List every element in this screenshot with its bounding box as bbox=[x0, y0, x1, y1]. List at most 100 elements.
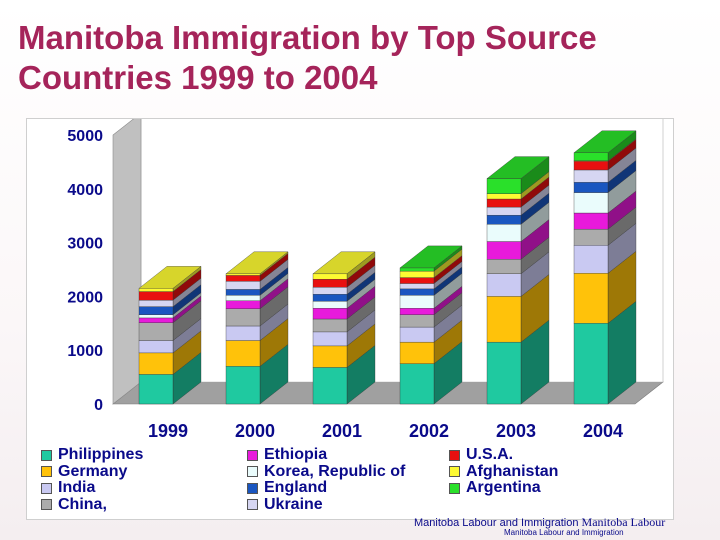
legend-item: U.S.A. bbox=[449, 446, 513, 463]
legend-label: Ethiopia bbox=[264, 446, 328, 463]
bar-top-2000 bbox=[225, 251, 289, 274]
legend-swatch bbox=[449, 466, 460, 477]
bar-segment-2001-Germany bbox=[312, 345, 348, 368]
bar-top-1999 bbox=[138, 266, 202, 289]
bar-stack-2001 bbox=[312, 251, 376, 405]
bar-segment-1999-Philippines bbox=[138, 374, 174, 405]
legend-label: Germany bbox=[58, 462, 128, 480]
x-tick-label: 2001 bbox=[322, 421, 362, 441]
slide-title: Manitoba Immigration by Top Source Count… bbox=[18, 19, 597, 96]
legend-swatch bbox=[247, 482, 258, 494]
bar-segment-1999-Ethiopia bbox=[138, 317, 174, 323]
y-tick-label: 1000 bbox=[67, 343, 103, 360]
bar-segment-2003-Argentina bbox=[486, 178, 522, 194]
bar-segment-2000-Ethiopia bbox=[225, 300, 261, 309]
bar-segment-2001-China, bbox=[312, 318, 348, 333]
bar-segment-2001-India bbox=[312, 331, 348, 347]
y-tick-label: 3000 bbox=[67, 236, 103, 253]
bar-stack-2003 bbox=[486, 156, 550, 405]
bar-segment-2000-England bbox=[225, 289, 261, 296]
bar-segment-2003-China, bbox=[486, 259, 522, 274]
legend-item: Argentina bbox=[449, 479, 541, 496]
bar-segment-2004-Philippines bbox=[573, 323, 609, 405]
legend-item: Philippines bbox=[41, 446, 144, 463]
bar-segment-2001-Korea, Republic of bbox=[312, 301, 348, 309]
bar-segment-2000-India bbox=[225, 325, 261, 341]
y-tick-label: 5000 bbox=[67, 128, 103, 145]
bar-segment-2002-U.S.A. bbox=[399, 277, 435, 284]
chart-area: 0 1000 2000 3000 4000 5000 1999 2000 2001 2002 20… bbox=[26, 118, 674, 520]
legend-item: Ukraine bbox=[247, 496, 323, 513]
legend-swatch bbox=[449, 482, 460, 494]
bar-segment-2003-India bbox=[486, 273, 522, 297]
bar-top-2002 bbox=[399, 245, 463, 269]
legend-item: Germany bbox=[41, 462, 128, 480]
x-tick-label: 2002 bbox=[409, 421, 449, 441]
legend-swatch bbox=[41, 499, 52, 510]
bar-segment-2000-China, bbox=[225, 308, 261, 327]
legend-label: India bbox=[58, 479, 96, 496]
bar-segment-2003-Korea, Republic of bbox=[486, 224, 522, 242]
bar-segment-2001-Ethiopia bbox=[312, 308, 348, 320]
bar-segment-2001-England bbox=[312, 294, 348, 302]
bar-segment-2004-U.S.A. bbox=[573, 161, 609, 171]
legend-item: China, bbox=[41, 496, 107, 513]
bar-segment-2004-England bbox=[573, 182, 609, 193]
bar-stack-2002 bbox=[399, 245, 463, 405]
bars bbox=[138, 130, 637, 405]
x-axis: 1999 2000 2001 2002 2003 2004 bbox=[148, 421, 623, 441]
legend: Philippines Germany India China, Ethiopia Kor… bbox=[41, 446, 661, 517]
legend-swatch bbox=[247, 466, 258, 477]
x-tick-label: 1999 bbox=[148, 421, 188, 441]
legend-item: England bbox=[247, 479, 327, 496]
bar-segment-1999-Korea, Republic of bbox=[138, 314, 174, 319]
legend-swatch bbox=[247, 499, 258, 510]
bar-segment-2003-Ukraine bbox=[486, 206, 522, 216]
footer-credit-serif: Manitoba Labour bbox=[581, 516, 666, 529]
bar-segment-1999-Afghanistan bbox=[138, 288, 174, 292]
x-tick-label: 2000 bbox=[235, 421, 275, 441]
legend-item: Afghanistan bbox=[449, 462, 559, 480]
bar-segment-1999-England bbox=[138, 306, 174, 315]
bar-segment-2000-Germany bbox=[225, 340, 261, 367]
bar-segment-2002-India bbox=[399, 326, 435, 343]
bar-segment-2004-India bbox=[573, 245, 609, 274]
bar-segment-1999-India bbox=[138, 340, 174, 354]
bar-stack-2000 bbox=[225, 251, 289, 405]
bar-top-2001 bbox=[312, 251, 376, 274]
y-tick-label: 2000 bbox=[67, 289, 103, 306]
legend-swatch bbox=[41, 449, 52, 461]
bar-segment-2001-Philippines bbox=[312, 367, 348, 405]
legend-label: Korea, Republic of bbox=[264, 462, 406, 480]
bar-segment-2004-China, bbox=[573, 228, 609, 246]
bar-segment-2002-Afghanistan bbox=[399, 270, 435, 278]
footer-credit-small: Manitoba Labour and Immigration bbox=[504, 528, 624, 537]
footer-credit: Manitoba Labour and Immigration Manitoba… bbox=[414, 516, 714, 540]
bar-segment-2004-Korea, Republic of bbox=[573, 192, 609, 214]
legend-label: Philippines bbox=[58, 446, 144, 463]
bar-segment-2001-Ukraine bbox=[312, 287, 348, 295]
bar-segment-1999-Germany bbox=[138, 352, 174, 375]
bar-segment-2003-England bbox=[486, 214, 522, 225]
legend-item: India bbox=[41, 479, 96, 496]
bar-segment-2002-Korea, Republic of bbox=[399, 295, 435, 309]
legend-swatch bbox=[247, 449, 258, 461]
bar-segment-1999-U.S.A. bbox=[138, 291, 174, 301]
bar-segment-2003-Germany bbox=[486, 296, 522, 343]
legend-swatch bbox=[41, 466, 52, 477]
bar-segment-2000-U.S.A. bbox=[225, 275, 261, 282]
bar-segment-1999-China, bbox=[138, 322, 174, 341]
legend-label: Argentina bbox=[466, 479, 541, 496]
y-axis: 0 1000 2000 3000 4000 5000 bbox=[67, 128, 103, 414]
bar-segment-2003-Afghanistan bbox=[486, 193, 522, 200]
legend-swatch bbox=[449, 449, 460, 461]
chart-side-wall bbox=[112, 119, 142, 405]
bar-segment-2003-Philippines bbox=[486, 341, 522, 405]
bar-segment-2003-Ethiopia bbox=[486, 241, 522, 260]
bar-top-2004 bbox=[573, 130, 637, 153]
bar-segment-2004-Ukraine bbox=[573, 169, 609, 183]
legend-item: Korea, Republic of bbox=[247, 462, 406, 480]
legend-label: Afghanistan bbox=[466, 462, 559, 480]
x-tick-label: 2004 bbox=[583, 421, 623, 441]
bar-segment-2004-Germany bbox=[573, 273, 609, 324]
